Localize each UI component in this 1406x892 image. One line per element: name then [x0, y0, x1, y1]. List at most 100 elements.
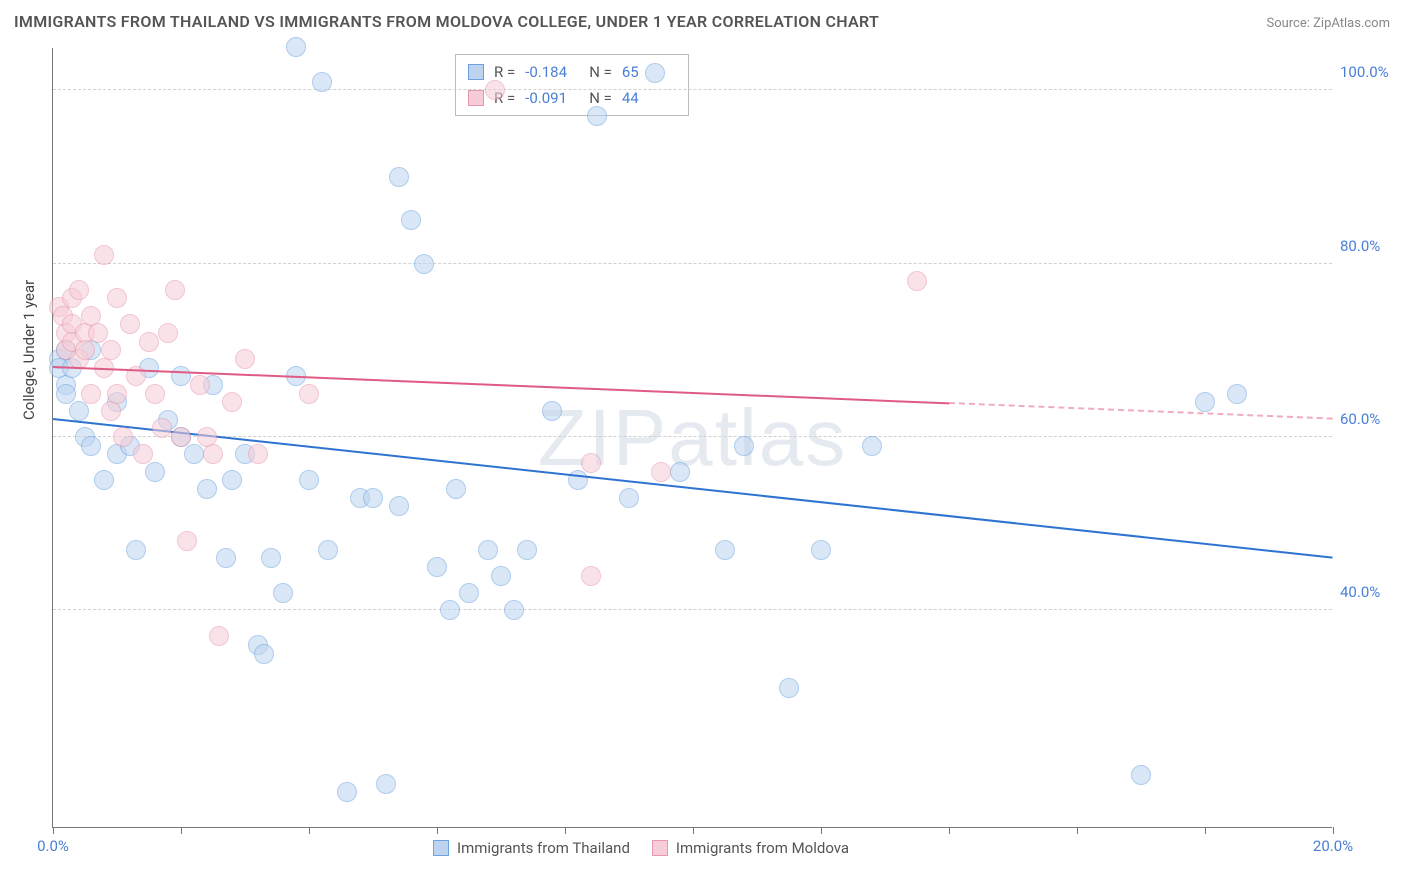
- x-tick: [309, 827, 310, 834]
- scatter-point: [907, 271, 927, 291]
- legend-item: Immigrants from Thailand: [433, 839, 630, 857]
- scatter-point: [171, 366, 191, 386]
- scatter-point: [318, 540, 338, 560]
- scatter-point: [542, 401, 562, 421]
- chart-title: IMMIGRANTS FROM THAILAND VS IMMIGRANTS F…: [14, 12, 879, 31]
- scatter-point: [69, 280, 89, 300]
- x-tick: [821, 827, 822, 834]
- legend-label: Immigrants from Thailand: [457, 839, 630, 857]
- scatter-point: [459, 583, 479, 603]
- x-tick: [1077, 827, 1078, 834]
- scatter-point: [811, 540, 831, 560]
- gridline: [53, 436, 1332, 437]
- scatter-point: [203, 444, 223, 464]
- scatter-point: [94, 470, 114, 490]
- scatter-point: [389, 496, 409, 516]
- legend-label: Immigrants from Moldova: [676, 839, 849, 857]
- scatter-point: [56, 384, 76, 404]
- scatter-point: [81, 384, 101, 404]
- legend-item: Immigrants from Moldova: [652, 839, 849, 857]
- scatter-point: [113, 427, 133, 447]
- x-tick: [1333, 827, 1334, 834]
- scatter-point: [670, 462, 690, 482]
- scatter-point: [69, 401, 89, 421]
- x-tick: [181, 827, 182, 834]
- scatter-point: [133, 444, 153, 464]
- scatter-point: [101, 340, 121, 360]
- scatter-point: [145, 384, 165, 404]
- scatter-point: [235, 349, 255, 369]
- scatter-point: [485, 80, 505, 100]
- stat-label: R =: [494, 63, 515, 81]
- scatter-point: [1195, 392, 1215, 412]
- scatter-point: [446, 479, 466, 499]
- scatter-point: [376, 774, 396, 794]
- scatter-point: [126, 540, 146, 560]
- trend-line: [53, 366, 949, 404]
- scatter-plot-area: ZIPatlas R =-0.184N =65R =-0.091N =44 Im…: [52, 48, 1332, 828]
- y-axis-label: College, Under 1 year: [20, 280, 38, 420]
- scatter-point: [107, 288, 127, 308]
- scatter-point: [517, 540, 537, 560]
- legend-swatch: [652, 840, 668, 856]
- trend-line: [949, 402, 1333, 420]
- scatter-point: [209, 626, 229, 646]
- scatter-point: [862, 436, 882, 456]
- scatter-point: [427, 557, 447, 577]
- x-tick: [53, 827, 54, 834]
- scatter-point: [587, 106, 607, 126]
- scatter-point: [1227, 384, 1247, 404]
- series-legend: Immigrants from Thailand Immigrants from …: [433, 839, 849, 857]
- x-tick: [1205, 827, 1206, 834]
- scatter-point: [273, 583, 293, 603]
- scatter-point: [491, 566, 511, 586]
- scatter-point: [120, 314, 140, 334]
- scatter-point: [363, 488, 383, 508]
- x-tick: [693, 827, 694, 834]
- scatter-point: [139, 332, 159, 352]
- gridline: [53, 263, 1332, 264]
- x-tick-label: 20.0%: [1313, 837, 1353, 855]
- scatter-point: [222, 392, 242, 412]
- scatter-point: [165, 280, 185, 300]
- scatter-point: [414, 254, 434, 274]
- scatter-point: [779, 678, 799, 698]
- scatter-point: [171, 427, 191, 447]
- scatter-point: [581, 453, 601, 473]
- scatter-point: [177, 531, 197, 551]
- source-attribution: Source: ZipAtlas.com: [1266, 16, 1390, 31]
- scatter-point: [254, 644, 274, 664]
- scatter-point: [337, 782, 357, 802]
- x-tick: [565, 827, 566, 834]
- stat-label: N =: [589, 89, 612, 107]
- scatter-point: [88, 323, 108, 343]
- y-tick-label: 40.0%: [1340, 583, 1394, 601]
- scatter-point: [389, 167, 409, 187]
- scatter-point: [312, 72, 332, 92]
- gridline: [53, 609, 1332, 610]
- x-tick: [437, 827, 438, 834]
- stat-r-value: -0.184: [525, 63, 579, 81]
- scatter-point: [75, 340, 95, 360]
- scatter-point: [299, 384, 319, 404]
- scatter-point: [94, 245, 114, 265]
- x-tick: [949, 827, 950, 834]
- scatter-point: [401, 210, 421, 230]
- scatter-point: [734, 436, 754, 456]
- legend-swatch: [468, 64, 484, 80]
- scatter-point: [190, 375, 210, 395]
- y-tick-label: 80.0%: [1340, 237, 1394, 255]
- stat-r-value: -0.091: [525, 89, 579, 107]
- scatter-point: [197, 479, 217, 499]
- scatter-point: [184, 444, 204, 464]
- scatter-point: [478, 540, 498, 560]
- scatter-point: [107, 384, 127, 404]
- scatter-point: [440, 600, 460, 620]
- stat-label: N =: [589, 63, 612, 81]
- scatter-point: [651, 462, 671, 482]
- scatter-point: [619, 488, 639, 508]
- x-tick-label: 0.0%: [37, 837, 69, 855]
- scatter-point: [222, 470, 242, 490]
- scatter-point: [645, 63, 665, 83]
- legend-swatch: [468, 90, 484, 106]
